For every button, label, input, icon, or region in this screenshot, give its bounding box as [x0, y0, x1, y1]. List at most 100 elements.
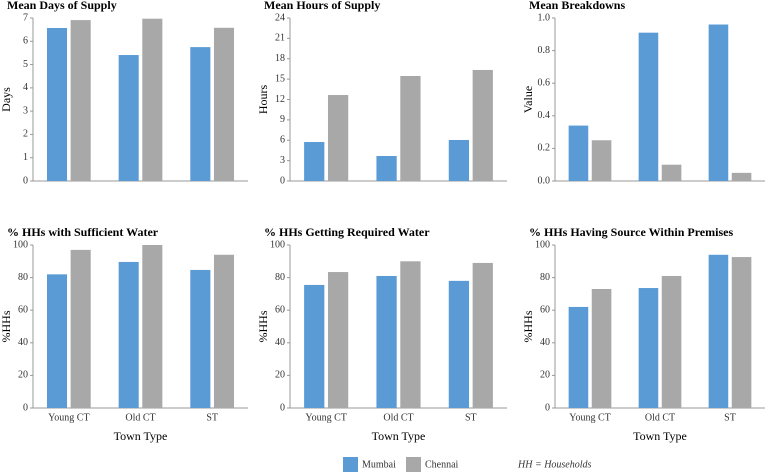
y-tick-label: 21	[275, 33, 285, 44]
y-tick-label: 2	[23, 129, 28, 140]
bar	[376, 156, 397, 181]
y-tick-label: 0.8	[538, 45, 551, 56]
x-tick-label: ST	[465, 412, 477, 423]
bar	[638, 288, 659, 408]
bar	[472, 262, 493, 408]
chart-title: % HHs Getting Required Water	[264, 225, 430, 239]
bar	[638, 32, 659, 181]
bar	[213, 254, 235, 408]
y-tick-label: 0.4	[538, 110, 551, 121]
y-tick-label: 6	[280, 135, 285, 146]
bar	[118, 55, 139, 181]
y-tick-label: 6	[23, 36, 28, 47]
chart-title: Mean Breakdowns	[529, 0, 625, 12]
bar	[731, 257, 752, 408]
bar	[190, 47, 211, 181]
y-tick-label: 60	[540, 304, 550, 315]
bar	[142, 245, 163, 408]
x-tick-label: Old CT	[383, 412, 413, 423]
y-tick-label: 20	[275, 370, 285, 381]
legend-swatch	[406, 457, 421, 472]
y-tick-label: 0.6	[538, 77, 551, 88]
bar	[46, 28, 68, 181]
legend-label: Mumbai	[362, 459, 396, 470]
bar	[46, 274, 68, 408]
x-axis-label: Town Type	[633, 429, 687, 443]
bar	[400, 261, 421, 408]
y-tick-label: 0.0	[538, 175, 551, 186]
y-tick-label: 0	[280, 175, 285, 186]
bar	[448, 280, 470, 408]
y-tick-label: 100	[13, 239, 28, 250]
y-tick-label: 80	[18, 272, 28, 283]
bar	[327, 95, 349, 181]
legend-label: Chennai	[425, 459, 459, 470]
bar	[213, 27, 235, 182]
y-tick-label: 0	[23, 402, 28, 413]
x-axis-label: Town Type	[372, 429, 426, 443]
y-tick-label: 0	[23, 175, 28, 186]
y-axis-label: Days	[0, 87, 13, 112]
legend-swatch	[343, 457, 358, 472]
bar	[568, 306, 589, 408]
bar	[70, 249, 91, 408]
y-tick-label: 40	[540, 337, 550, 348]
y-tick-label: 0	[545, 402, 550, 413]
y-tick-label: 40	[18, 337, 28, 348]
x-tick-label: Young CT	[305, 412, 347, 423]
y-tick-label: 24	[275, 12, 285, 23]
y-tick-label: 0	[280, 402, 285, 413]
y-axis-label: %HHs	[0, 310, 13, 342]
x-tick-label: ST	[206, 412, 218, 423]
y-tick-label: 80	[540, 272, 550, 283]
bar	[376, 275, 397, 408]
chart-title: % HHs Having Source Within Premises	[529, 225, 733, 239]
y-tick-label: 20	[540, 370, 550, 381]
bar	[448, 139, 470, 181]
note: HH = Households	[517, 459, 592, 470]
chart-title: Mean Hours of Supply	[264, 0, 380, 12]
y-tick-label: 3	[23, 105, 28, 116]
x-tick-label: Old CT	[645, 412, 675, 423]
x-axis-label: Town Type	[114, 429, 168, 443]
bar	[708, 24, 729, 181]
chart-title: Mean Days of Supply	[7, 0, 117, 12]
y-tick-label: 5	[23, 59, 28, 70]
y-tick-label: 9	[280, 114, 285, 125]
y-tick-label: 60	[18, 304, 28, 315]
x-tick-label: Old CT	[125, 412, 155, 423]
y-tick-label: 0.2	[538, 143, 551, 154]
bar	[661, 164, 682, 181]
bar	[661, 275, 682, 408]
bar	[568, 125, 589, 181]
y-tick-label: 100	[535, 239, 550, 250]
y-axis-label: %HHs	[521, 310, 535, 342]
y-tick-label: 60	[275, 304, 285, 315]
y-tick-label: 40	[275, 337, 285, 348]
x-tick-label: Young CT	[569, 412, 611, 423]
bar	[400, 76, 421, 181]
y-tick-label: 15	[275, 73, 285, 84]
y-tick-label: 12	[275, 94, 285, 105]
y-tick-label: 80	[275, 272, 285, 283]
chart-title: % HHs with Sufficient Water	[7, 225, 159, 239]
bar	[708, 254, 729, 408]
bar	[304, 142, 325, 181]
y-tick-label: 7	[23, 12, 28, 23]
y-tick-label: 100	[270, 239, 285, 250]
x-tick-label: ST	[724, 412, 736, 423]
bar	[118, 261, 139, 408]
y-axis-label: Value	[521, 86, 535, 113]
y-tick-label: 4	[23, 82, 28, 93]
bar	[190, 269, 211, 408]
bar	[327, 272, 349, 408]
y-tick-label: 1	[23, 152, 28, 163]
bar	[591, 140, 612, 181]
y-tick-label: 3	[280, 155, 285, 166]
bar	[304, 284, 325, 408]
y-axis-label: Hours	[256, 85, 270, 115]
bar	[731, 172, 752, 181]
bar	[591, 289, 612, 408]
x-tick-label: Young CT	[48, 412, 90, 423]
